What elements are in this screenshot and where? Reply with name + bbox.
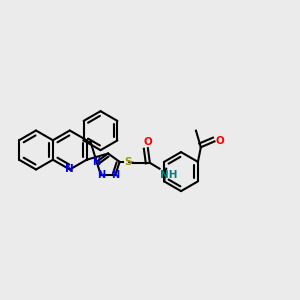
Text: N: N <box>93 157 101 167</box>
Text: NH: NH <box>160 170 178 180</box>
Text: O: O <box>215 136 224 146</box>
Text: N: N <box>97 170 105 180</box>
Text: N: N <box>65 164 74 175</box>
Text: S: S <box>124 157 131 167</box>
Text: O: O <box>143 137 152 147</box>
Text: N: N <box>111 170 119 180</box>
